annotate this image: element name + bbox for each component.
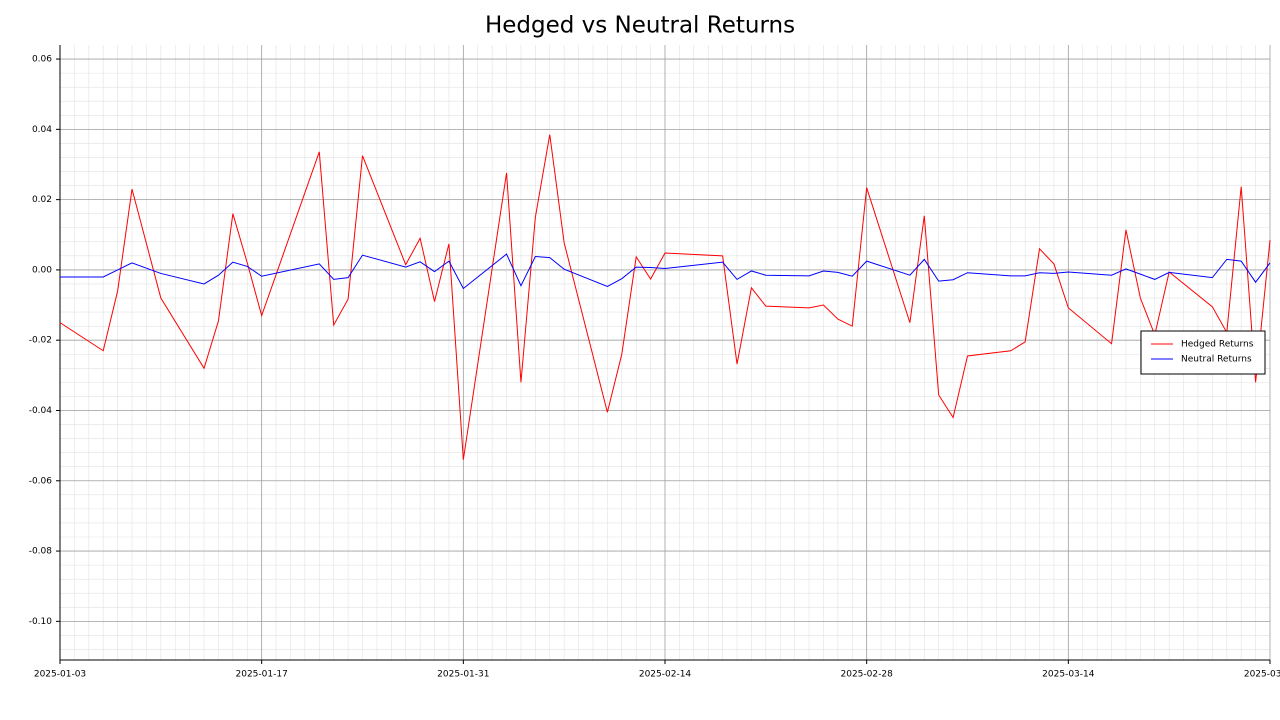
legend-label: Neutral Returns	[1181, 355, 1252, 365]
y-tick-label: -0.10	[29, 617, 53, 627]
x-tick-label: 2025-02-14	[639, 670, 692, 680]
x-tick-label: 2025-03-28	[1244, 670, 1280, 680]
x-tick-label: 2025-01-17	[236, 670, 288, 680]
y-tick-label: -0.06	[29, 476, 53, 486]
x-tick-label: 2025-03-14	[1042, 670, 1095, 680]
legend-label: Hedged Returns	[1181, 340, 1254, 350]
legend: Hedged Returns Neutral Returns	[1140, 330, 1266, 375]
data-line	[59, 134, 1271, 460]
x-tick-label: 2025-01-03	[34, 670, 86, 680]
chart-title: Hedged vs Neutral Returns	[485, 13, 795, 39]
data-line	[60, 253, 1271, 290]
y-tick-label: 0.02	[32, 195, 52, 205]
legend-box	[1140, 330, 1266, 375]
y-tick-label: 0.00	[32, 265, 52, 275]
y-tick-label: 0.06	[32, 55, 52, 65]
y-tick-label: -0.04	[29, 406, 53, 416]
x-tick-label: 2025-02-28	[841, 670, 894, 680]
x-tick-label: 2025-01-31	[437, 670, 489, 680]
y-tick-label: 0.04	[32, 125, 52, 135]
y-tick-label: -0.08	[29, 547, 53, 557]
y-tick-label: -0.02	[29, 336, 52, 346]
